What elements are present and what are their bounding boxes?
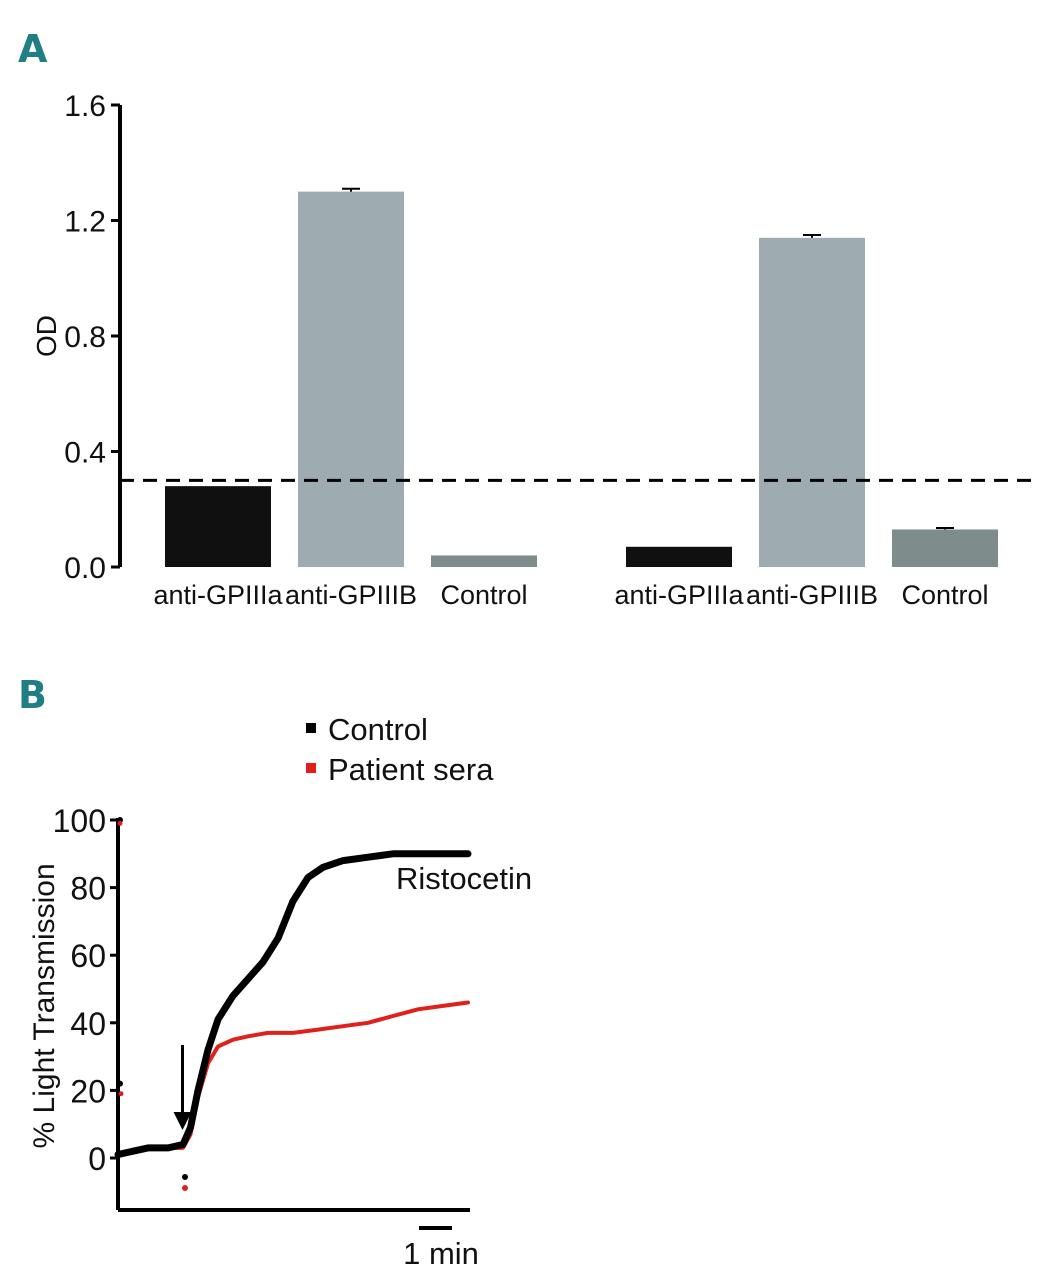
y-tick-label: 60	[70, 938, 106, 974]
panel-a-letter: A	[18, 27, 48, 71]
x-category-label: anti-GPIIIB	[285, 580, 417, 610]
legend-label: Control	[328, 712, 428, 747]
x-category-label: anti-GPIIIa	[614, 580, 744, 610]
series-line	[116, 1000, 470, 1157]
ristocetin-annotation: Ristocetin	[396, 861, 532, 896]
series-line	[114, 850, 472, 1159]
artifact-point	[182, 1174, 188, 1180]
artifact-point	[118, 1091, 124, 1097]
y-tick-label: 1.2	[64, 206, 106, 239]
legend-marker	[306, 723, 316, 733]
y-tick-label: 100	[53, 803, 106, 839]
y-tick-label: 0.0	[64, 552, 106, 585]
scale-bar-label: 1 min	[403, 1236, 479, 1271]
artifact-point	[182, 1185, 188, 1191]
y-axis-label: % Light Transmission	[28, 863, 61, 1148]
panel-b-letter: B	[18, 673, 47, 717]
artifact-point	[117, 820, 123, 826]
bar	[759, 237, 865, 567]
bar	[626, 546, 732, 567]
x-category-label: anti-GPIIIa	[153, 580, 283, 610]
line-chart-light-transmission: 0 20 40 60 80 100 % Light Transmission Ristocet…	[28, 712, 532, 1271]
bar	[298, 191, 404, 567]
y-tick-label: 0.8	[64, 321, 106, 354]
artifact-point	[117, 1080, 123, 1087]
y-tick-label: 0.4	[64, 437, 106, 470]
bar	[431, 555, 537, 567]
x-category-label: Control	[901, 580, 988, 610]
y-tick-label: 20	[70, 1073, 106, 1109]
y-tick-label: 1.6	[64, 90, 106, 123]
agonist-arrow-head	[173, 1112, 192, 1130]
y-tick-label: 40	[70, 1006, 106, 1042]
bar	[165, 486, 271, 567]
x-category-label: anti-GPIIIB	[746, 580, 878, 610]
y-tick-label: 0	[88, 1141, 106, 1177]
bar	[892, 529, 998, 567]
y-tick-label: 80	[70, 871, 106, 907]
legend-marker	[306, 763, 316, 773]
y-axis-label: OD	[31, 315, 62, 357]
x-category-label: Control	[440, 580, 527, 610]
legend-label: Patient sera	[328, 752, 494, 787]
